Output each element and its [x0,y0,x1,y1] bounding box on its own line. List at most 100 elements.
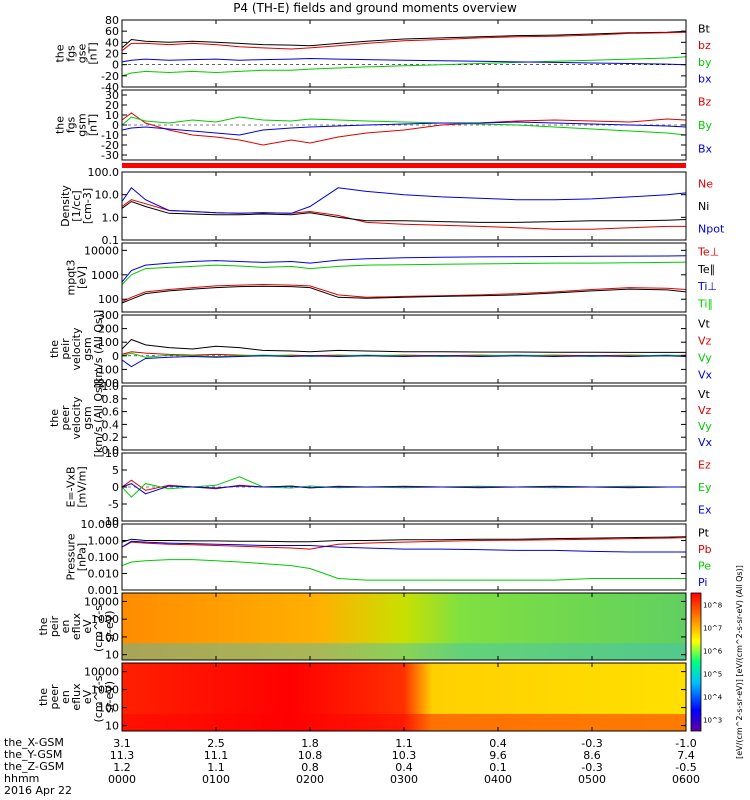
y-tick-label: 10 [105,447,119,460]
y-tick-label: 100 [98,702,119,715]
x-tick-label: 11.3 [110,749,135,762]
x-tick-label: -0.5 [675,761,696,774]
y-axis-label: en [59,690,72,704]
series-line-Bx [121,121,687,136]
y-axis-label: en [59,620,72,634]
y-axis-label: eV [81,689,94,704]
x-tick-label: 0500 [578,773,606,786]
series-line-Ni [121,200,687,223]
y-tick-label: 40 [105,36,119,49]
y-tick-label: 10.0 [95,189,120,202]
panel-3: 0.1 1.0 10.0 100.0 Density[1/cc][cm-3] Ne Ni Np… [59,166,725,247]
series-line-Pt [121,536,687,543]
ephemeris-label-x: the_X-GSM [4,736,64,749]
x-tick-label: 10.8 [298,749,323,762]
y-axis-label: [nPa] [76,543,89,571]
y-axis-label: the [37,688,50,706]
y-tick-label: 0.010 [88,568,120,581]
panel-6: 0.00.20.40.60.81.0 thepeervelocitygsm[km/… [48,379,713,458]
series-line-Ex [121,483,686,495]
x-tick-label: -0.3 [581,761,602,774]
y-axis-label: gse [76,44,89,64]
x-tick-label: 0200 [296,773,324,786]
y-axis-label: sr-eV) [103,610,116,642]
y-axis-label: fgs [65,45,78,62]
series-line-Pe [121,559,686,581]
panel-frame [121,171,687,241]
legend-entry-Ti⊥: Ti⊥ [697,280,717,293]
spectrogram-2 [122,663,686,731]
y-axis-label: the [54,44,67,62]
y-tick-label: 10000 [84,244,119,257]
ephemeris-label-y: the_Y-GSM [4,748,63,761]
y-axis-label: peer [59,405,72,431]
x-tick-label: -1.0 [675,737,696,750]
y-axis-label: Density [59,185,72,227]
panel-frame [121,242,687,313]
panel-frame [121,385,687,451]
legend-entry-bx: bx [698,73,712,86]
x-tick-label: 7.4 [677,749,695,762]
legend-entry-Ey: Ey [698,481,712,494]
series-line-bx [121,57,687,66]
y-axis-label: eflux [70,612,83,640]
panel-9: 10 100 1000 10000 thepeirenefluxeV(cm^2-s-sr… [37,592,687,662]
figure-title: P4 (TH-E) fields and ground moments over… [233,1,517,15]
y-axis-label: [mV/m] [76,466,89,507]
y-axis-label: [1/cc] [70,190,83,221]
y-tick-label: -10 [101,515,119,528]
y-tick-label: 1000 [91,684,119,697]
y-tick-label: 1000 [91,613,119,626]
legend-entry-Ni: Ni [698,200,709,213]
colorbar-tick-label: 10^8 [703,602,722,610]
series-line-Vx [121,355,687,368]
spectrogram-1 [122,593,686,660]
y-tick-label: -20 [101,70,119,83]
panel-10: 10 100 1000 10000 thepeerenefluxeV(cm^2-s-sr… [37,662,687,733]
y-tick-label: 20 [105,99,119,112]
legend-entry-By: By [698,119,713,132]
y-tick-label: 100.0 [88,166,120,179]
legend-entry-Vy: Vy [698,420,712,433]
y-axis-label: gsm [81,337,94,360]
y-tick-label: 300 [98,309,119,322]
y-axis-label: the [54,116,67,134]
x-tick-label: -0.3 [581,737,602,750]
y-axis-label: the [48,409,61,427]
colorbar [690,592,702,732]
y-axis-label: velocity [70,327,83,370]
y-axis-label: [km/s (All Qs)] [92,379,105,458]
x-tick-label: 2.5 [207,737,225,750]
legend-entry-by: by [698,56,712,69]
y-tick-label: 0.100 [88,551,120,564]
date-label: 2016 Apr 22 [4,784,73,797]
mode-flag-bar [122,163,686,168]
panel-7: -10 -5 0 5 10 E=-VxB[mV/m] Ez Ey Ex [65,447,712,528]
y-tick-label: 5 [112,464,119,477]
legend-entry-Vx: Vx [698,436,713,449]
legend-entry-Vz: Vz [698,404,712,417]
series-line-Ti∥ [121,261,687,285]
y-tick-label: 0.1 [102,234,120,247]
y-axis-label: [cm-3] [81,188,94,224]
legend-entry-Bt: Bt [698,22,711,35]
y-axis-label: (cm^2-s- [92,672,105,723]
y-axis-label: peer [48,684,61,710]
y-tick-label: -30 [101,149,119,162]
y-tick-label: 0.0 [102,444,120,457]
panel-frame [121,19,687,88]
panel-frame [121,314,687,384]
x-tick-label: 0600 [672,773,700,786]
panel-4: 100 1000 10000 mpqt3[eV] Te⊥ Te∥ Ti⊥ Ti∥ [65,242,719,313]
y-tick-label: -20 [101,139,119,152]
x-tick-label: 0.1 [489,761,507,774]
legend-entry-Vt: Vt [698,318,711,331]
y-tick-label: 100 [98,336,119,349]
y-tick-label: 0 [112,481,119,494]
x-tick-label: 0400 [484,773,512,786]
series-line-Ti⊥ [121,255,687,283]
